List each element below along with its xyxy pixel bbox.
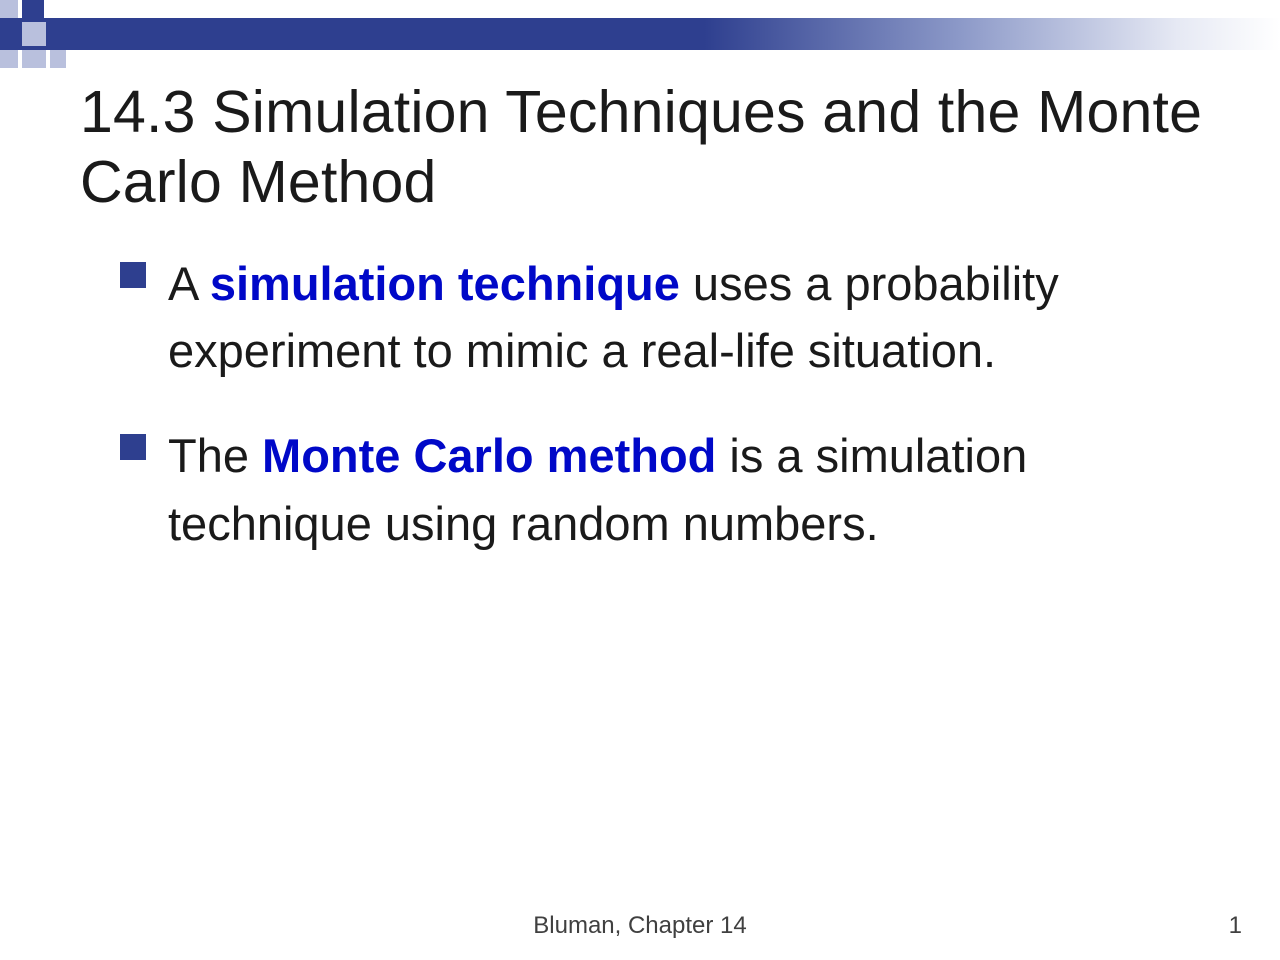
bullet-highlight: simulation technique: [210, 257, 680, 310]
bullet-marker-icon: [120, 434, 146, 460]
header-gradient-bar: [0, 18, 1280, 50]
bullet-highlight: Monte Carlo method: [262, 429, 716, 482]
bullet-text-pre: The: [168, 429, 262, 482]
deco-square: [0, 22, 18, 46]
deco-square: [0, 0, 18, 18]
page-number: 1: [1229, 912, 1242, 940]
deco-square: [22, 0, 44, 18]
bullet-item: The Monte Carlo method is a simulation t…: [120, 422, 1220, 556]
deco-square: [22, 50, 46, 68]
slide-title: 14.3 Simulation Techniques and the Monte…: [80, 78, 1240, 217]
bullet-text-pre: A: [168, 257, 210, 310]
bullet-marker-icon: [120, 262, 146, 288]
footer-center-text: Bluman, Chapter 14: [0, 912, 1280, 940]
deco-square: [50, 50, 66, 68]
deco-square: [22, 22, 46, 46]
corner-decoration: [0, 0, 70, 75]
bullet-item: A simulation technique uses a probabilit…: [120, 250, 1220, 384]
deco-square: [0, 50, 18, 68]
bullet-list: A simulation technique uses a probabilit…: [120, 250, 1220, 595]
